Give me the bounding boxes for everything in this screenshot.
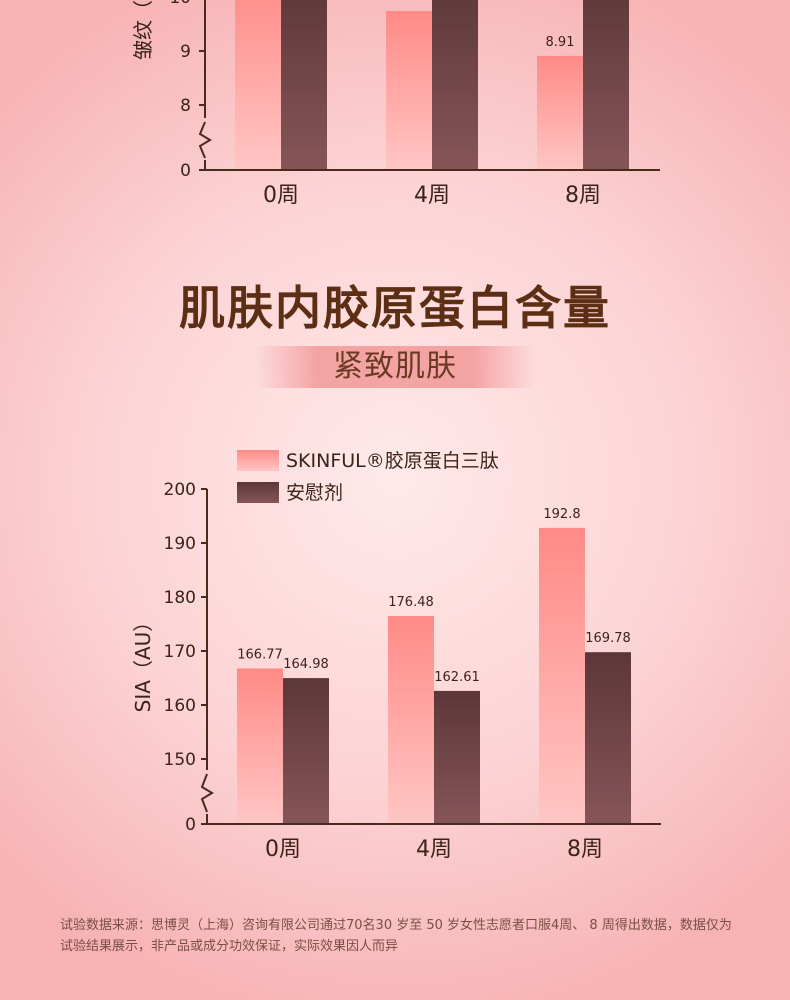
section-heading: 肌肤内胶原蛋白含量 (179, 281, 611, 335)
bar (539, 527, 585, 824)
axis-break-icon (198, 121, 212, 159)
y-tick-label: 180 (164, 588, 196, 608)
y-tick-label: 160 (164, 696, 196, 716)
y-tick-label: 9 (180, 42, 191, 62)
bar (388, 616, 434, 824)
section-subtitle: 紧致肌肤 (333, 349, 457, 384)
data-label: 164.98 (283, 657, 329, 672)
legend-label: 安慰剂 (286, 482, 343, 504)
data-label: 176.48 (388, 595, 434, 610)
y-tick-label: 150 (164, 750, 196, 770)
x-tick-label: 4周 (416, 837, 452, 862)
y-tick-label: 0 (180, 161, 191, 181)
data-label: 8.91 (546, 35, 575, 50)
legend-label: SKINFUL®胶原蛋白三肽 (286, 450, 499, 472)
bar (432, 0, 478, 170)
x-tick-label: 4周 (414, 183, 450, 208)
subtitle-banner (255, 346, 535, 388)
bar (583, 0, 629, 170)
x-tick-label: 8周 (565, 183, 601, 208)
x-tick-label: 0周 (265, 837, 301, 862)
y-tick-label: 8 (180, 96, 191, 116)
legend-swatch (237, 450, 279, 471)
bar (235, 0, 281, 170)
footnote: 试验数据来源：思博灵（上海）咨询有限公司通过70名30 岁至 50 岁女性志愿者… (60, 918, 732, 954)
data-label: 162.61 (434, 670, 480, 685)
bar (537, 55, 583, 170)
wrinkle-chart: 0周 4周 8.91 8周 0 8 9 10 皱纹（ (131, 0, 660, 208)
bar (281, 0, 327, 170)
data-label: 166.77 (237, 647, 283, 662)
bar (434, 690, 480, 824)
y-tick-label: 10 (169, 0, 191, 8)
y-axis-label: SIA（AU） (131, 612, 155, 713)
x-tick-label: 0周 (263, 183, 299, 208)
bar (283, 678, 329, 824)
y-tick-label: 200 (164, 480, 196, 500)
axis-break-icon (200, 773, 214, 813)
bar (237, 668, 283, 824)
legend-swatch (237, 482, 279, 503)
y-tick-label: 0 (185, 815, 196, 835)
y-axis-label: 皱纹（ (131, 0, 155, 60)
x-tick-label: 8周 (567, 837, 603, 862)
y-tick-label: 190 (164, 534, 196, 554)
data-label: 169.78 (585, 631, 631, 646)
bar (386, 11, 432, 171)
data-label: 192.8 (543, 507, 580, 522)
y-tick-label: 170 (164, 642, 196, 662)
bar (585, 652, 631, 824)
